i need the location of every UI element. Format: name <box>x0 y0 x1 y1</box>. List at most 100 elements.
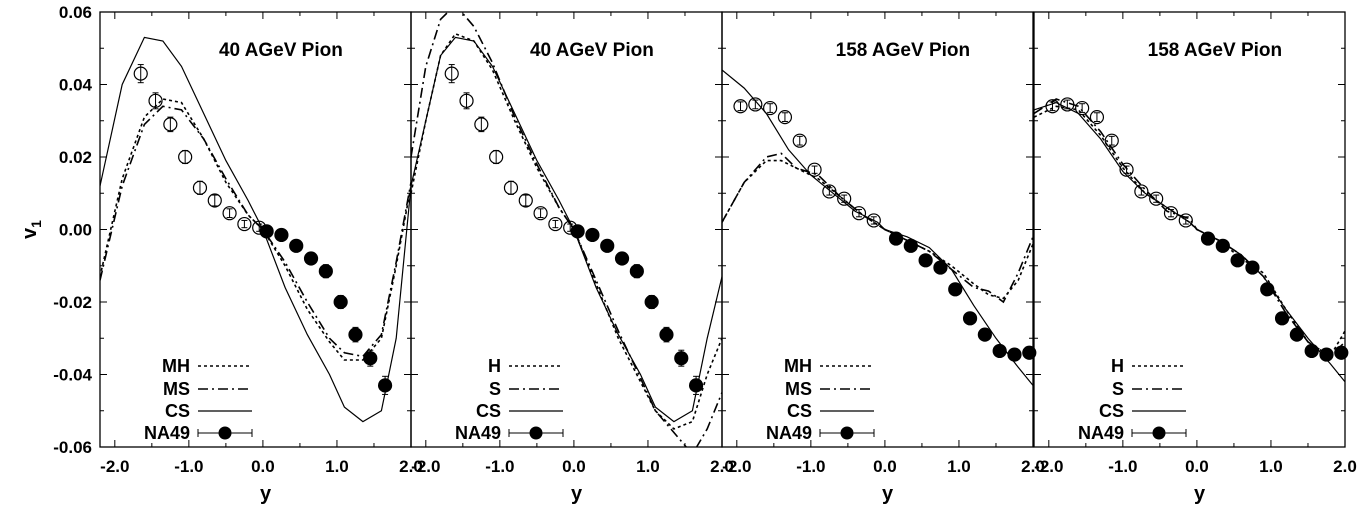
data-point-filled <box>333 294 348 310</box>
data-point-filled <box>962 311 978 326</box>
data-point <box>222 206 237 221</box>
data-point-filled <box>903 238 918 253</box>
data-point-filled <box>1215 238 1230 253</box>
legend-label: H <box>1111 356 1124 376</box>
legend-label: NA49 <box>455 423 501 443</box>
series-line-h <box>411 32 722 430</box>
data-point-filled <box>1319 347 1334 362</box>
x-tick-label: 0.0 <box>1185 457 1209 476</box>
data-point <box>1104 133 1119 148</box>
data-point-open <box>851 206 867 221</box>
data-point <box>837 191 852 206</box>
data-point <box>733 99 748 114</box>
legend-label: NA49 <box>1078 423 1124 443</box>
x-tick-label: 1.0 <box>947 457 971 476</box>
data-point <box>977 327 992 342</box>
data-point-filled <box>933 260 948 275</box>
data-point <box>933 260 948 275</box>
data-point <box>192 180 208 195</box>
y-tick-label: -0.06 <box>53 438 92 457</box>
data-point <box>1089 110 1105 125</box>
data-point <box>1119 162 1134 177</box>
x-tick-label: -1.0 <box>1108 457 1137 476</box>
data-point-filled <box>888 231 904 246</box>
data-point-filled <box>274 227 289 243</box>
series-line-s <box>1034 98 1345 358</box>
legend-label: CS <box>165 401 190 421</box>
legend-marker-sample <box>218 426 232 440</box>
data-point-open <box>548 216 563 232</box>
data-point <box>962 311 978 326</box>
data-point <box>252 220 267 235</box>
y-tick-label: 0.04 <box>59 76 93 95</box>
x-tick-label: 2.0 <box>710 457 734 476</box>
y-axis-label-subscript: 1 <box>28 220 44 228</box>
data-point-filled <box>600 238 615 253</box>
legend-label: MH <box>784 356 812 376</box>
series-line-h <box>1034 105 1345 358</box>
data-point <box>133 64 148 84</box>
data-point <box>348 326 363 343</box>
data-point-open <box>474 117 489 132</box>
data-point <box>948 282 963 297</box>
data-point <box>163 116 178 133</box>
curve-group <box>411 12 722 447</box>
data-point-open <box>222 206 237 221</box>
x-tick-label: 0.0 <box>873 457 897 476</box>
data-point-filled <box>303 251 319 266</box>
data-point-filled <box>318 264 333 279</box>
data-point <box>903 238 918 253</box>
data-point <box>866 213 881 228</box>
x-axis-label: y <box>571 483 583 505</box>
data-point-filled <box>1274 311 1290 326</box>
data-point <box>207 193 222 208</box>
data-point-open <box>518 193 533 208</box>
x-axis-label: y <box>1194 483 1206 505</box>
data-point <box>1163 206 1179 221</box>
data-point <box>1007 347 1022 362</box>
panel-title: 40 AGeV Pion <box>219 40 343 61</box>
data-point-filled <box>992 343 1007 359</box>
panel-frame <box>1033 11 1346 448</box>
data-point-filled <box>570 224 585 239</box>
data-point <box>303 251 319 266</box>
data-point-open <box>1149 191 1164 206</box>
data-point <box>1134 184 1149 199</box>
data-point-open <box>1119 162 1134 177</box>
data-point <box>1334 345 1349 360</box>
data-point <box>1289 327 1304 342</box>
data-point-filled <box>977 327 992 342</box>
data-point <box>474 116 489 133</box>
legend-marker-sample <box>529 426 543 440</box>
data-point <box>1274 311 1290 326</box>
data-point <box>763 100 778 116</box>
curve-group <box>1034 98 1345 383</box>
y-axis-label-base: v <box>19 227 41 239</box>
data-point-open <box>807 162 822 177</box>
legend-label: MH <box>162 356 190 376</box>
curve-group <box>722 69 1033 386</box>
data-point <box>1245 260 1260 275</box>
data-point <box>237 216 252 232</box>
data-point-filled <box>688 378 704 393</box>
data-point <box>1319 347 1334 362</box>
x-tick-label: 2.0 <box>1021 457 1045 476</box>
data-point <box>178 149 193 165</box>
panel-title: 158 AGeV Pion <box>1148 40 1282 61</box>
data-point <box>992 343 1007 359</box>
series-line-cs <box>1034 101 1345 383</box>
data-point <box>289 238 304 253</box>
data-point-open <box>1045 99 1060 114</box>
data-point-filled <box>629 264 644 279</box>
x-tick-label: 1.0 <box>325 457 349 476</box>
data-point <box>1215 238 1230 253</box>
data-point <box>548 216 563 232</box>
data-point-open <box>459 93 474 108</box>
data-point <box>807 162 822 177</box>
data-point-filled <box>674 351 689 366</box>
data-point-open <box>444 66 459 81</box>
